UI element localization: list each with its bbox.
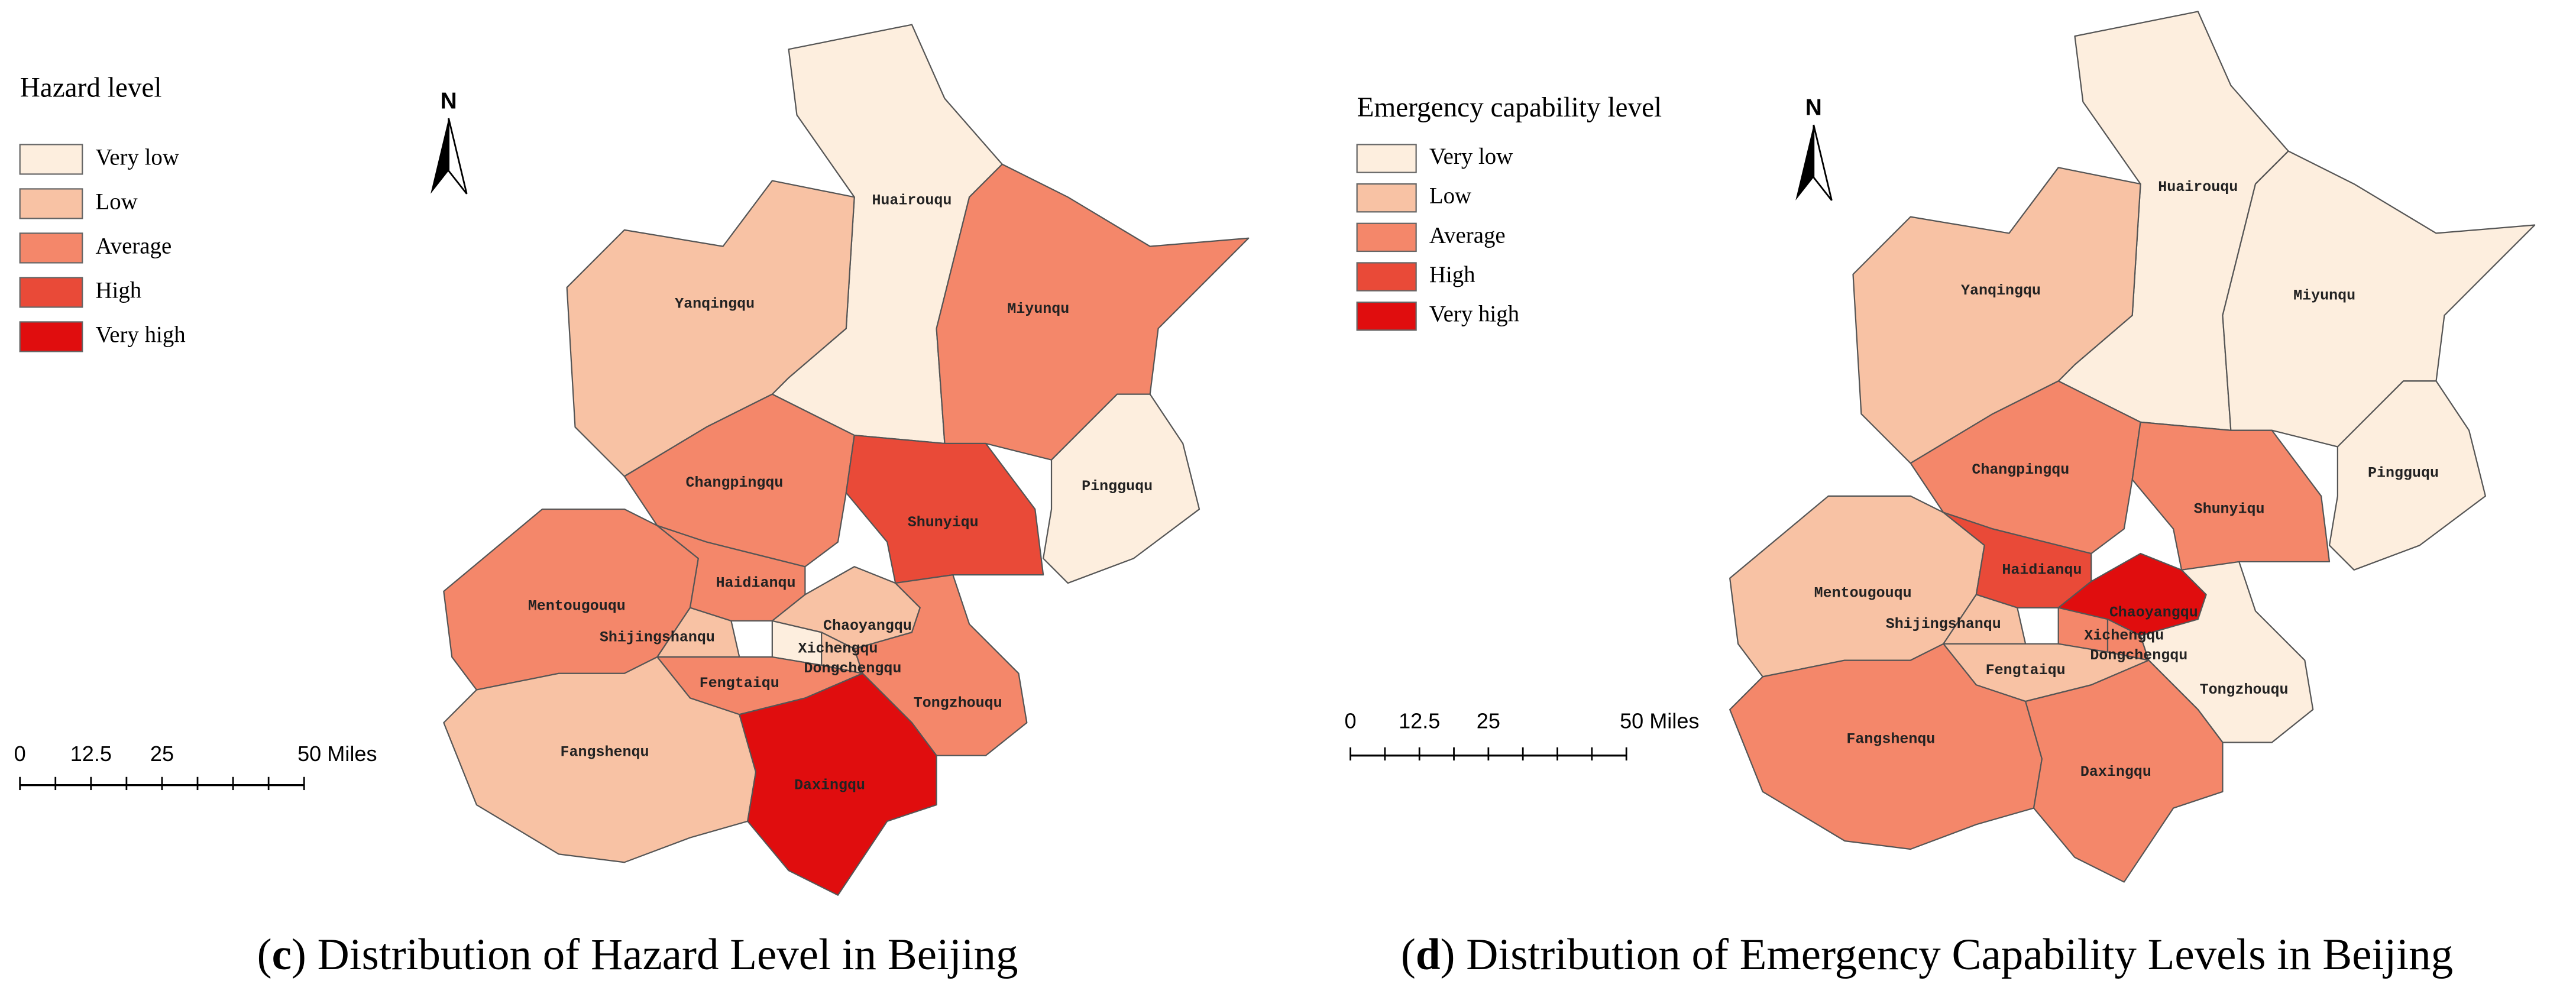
scale-label: 50 Miles <box>1620 709 1699 733</box>
legend-label: Very low <box>1429 144 1513 169</box>
legend-swatch <box>19 321 83 352</box>
district-label: Changpingqu <box>1972 461 2069 478</box>
district-label: Shunyiqu <box>2194 501 2265 518</box>
district <box>2025 659 2224 883</box>
scale-label: 25 <box>150 742 174 766</box>
map-panel: Huairouqu Yanqingqu Miyunqu Pingguqu Changpi… <box>14 24 1250 979</box>
caption-text: ) Distribution of Emergency Capability L… <box>1441 930 2454 979</box>
legend-label: Low <box>1429 183 1471 209</box>
scale-label: 25 <box>1477 709 1500 733</box>
district-label: Tongzhouqu <box>914 694 1002 711</box>
legend-title: Hazard level <box>20 73 162 103</box>
district-label: Daxingqu <box>2080 763 2151 781</box>
district <box>1852 167 2141 464</box>
district-label: Miyunqu <box>2293 287 2355 305</box>
district-label: Fengtaiqu <box>700 675 779 692</box>
district-label: Pingguqu <box>1082 478 1153 495</box>
district-label: Changpingqu <box>685 474 783 491</box>
district-label: Dongchengqu <box>2090 647 2187 664</box>
legend-swatch <box>19 232 83 264</box>
scale-label: 12.5 <box>70 742 112 766</box>
legend-label: Very high <box>95 322 185 347</box>
caption: (d) Distribution of Emergency Capability… <box>1401 930 2453 979</box>
district <box>2131 421 2331 571</box>
district <box>845 434 1044 584</box>
district <box>936 163 1250 461</box>
district-label: Daxingqu <box>794 776 865 794</box>
district-label: Shijingshanqu <box>600 629 715 646</box>
district-label: Haidianqu <box>716 575 796 592</box>
legend-label: High <box>1429 262 1475 287</box>
north-arrow <box>431 118 449 194</box>
district-label: Haidianqu <box>2002 561 2082 578</box>
district-label: Xichengqu <box>2084 627 2164 645</box>
district-label: Dongchengqu <box>804 660 901 677</box>
scale-label: 50 Miles <box>297 742 377 766</box>
north-label: N <box>1805 95 1822 120</box>
caption-letter: d <box>1416 930 1441 979</box>
district-label: Huairouqu <box>2158 179 2238 196</box>
district-label: Chaoyangqu <box>2109 604 2198 621</box>
district <box>566 180 855 477</box>
district-label: Chaoyangqu <box>823 617 912 635</box>
district-label: Yanqingqu <box>675 295 755 312</box>
legend-title: Emergency capability level <box>1357 92 1662 123</box>
legend-label: Very low <box>95 144 179 170</box>
scale-label: 0 <box>1345 709 1357 733</box>
district <box>2222 150 2536 448</box>
legend-swatch <box>1356 222 1417 253</box>
district-label: Fangshenqu <box>561 744 649 761</box>
legend-swatch <box>1356 262 1417 292</box>
north-arrow <box>448 118 468 195</box>
district-label: Huairouqu <box>872 192 952 209</box>
legend-swatch <box>1356 144 1417 173</box>
legend-swatch <box>19 188 83 219</box>
district-label: Yanqingqu <box>1961 282 2041 299</box>
north-label: N <box>441 88 457 114</box>
district-label: Miyunqu <box>1007 300 1069 318</box>
legend-swatch <box>19 144 83 175</box>
caption-text: ) Distribution of Hazard Level in Beijin… <box>292 930 1018 979</box>
legend-label: Average <box>95 233 171 258</box>
district <box>1043 393 1200 584</box>
legend-swatch <box>1356 301 1417 331</box>
map-panel: Huairouqu Yanqingqu Miyunqu Pingguqu Changpi… <box>1345 11 2536 979</box>
district-label: Tongzhouqu <box>2200 681 2289 698</box>
legend-swatch <box>19 277 83 308</box>
legend-label: Average <box>1429 222 1506 248</box>
scale-label: 12.5 <box>1399 709 1440 733</box>
district-label: Mentougouqu <box>528 598 626 615</box>
district-label: Fengtaiqu <box>1986 662 2066 679</box>
north-arrow <box>1813 124 1833 201</box>
district-label: Shunyiqu <box>908 514 979 531</box>
north-arrow <box>1795 125 1814 200</box>
legend-label: Low <box>95 189 137 214</box>
legend-label: High <box>95 277 141 303</box>
district-label: Pingguqu <box>2368 465 2439 482</box>
district-label: Xichengqu <box>798 640 878 658</box>
caption: (c) Distribution of Hazard Level in Beij… <box>257 930 1018 979</box>
district-label: Shijingshanqu <box>1886 616 2001 633</box>
district-label: Mentougouqu <box>1814 584 1912 601</box>
caption-letter: c <box>272 930 292 979</box>
legend-label: Very high <box>1429 302 1519 327</box>
district <box>739 672 937 896</box>
caption-open: ( <box>257 930 272 979</box>
map: Huairouqu Yanqingqu Miyunqu Pingguqu Changpi… <box>1729 11 2536 883</box>
district <box>2328 380 2486 571</box>
map: Huairouqu Yanqingqu Miyunqu Pingguqu Changpi… <box>443 24 1250 896</box>
district-label: Fangshenqu <box>1846 731 1935 748</box>
legend-swatch <box>1356 183 1417 213</box>
scale-label: 0 <box>14 742 26 766</box>
caption-open: ( <box>1401 930 1416 979</box>
